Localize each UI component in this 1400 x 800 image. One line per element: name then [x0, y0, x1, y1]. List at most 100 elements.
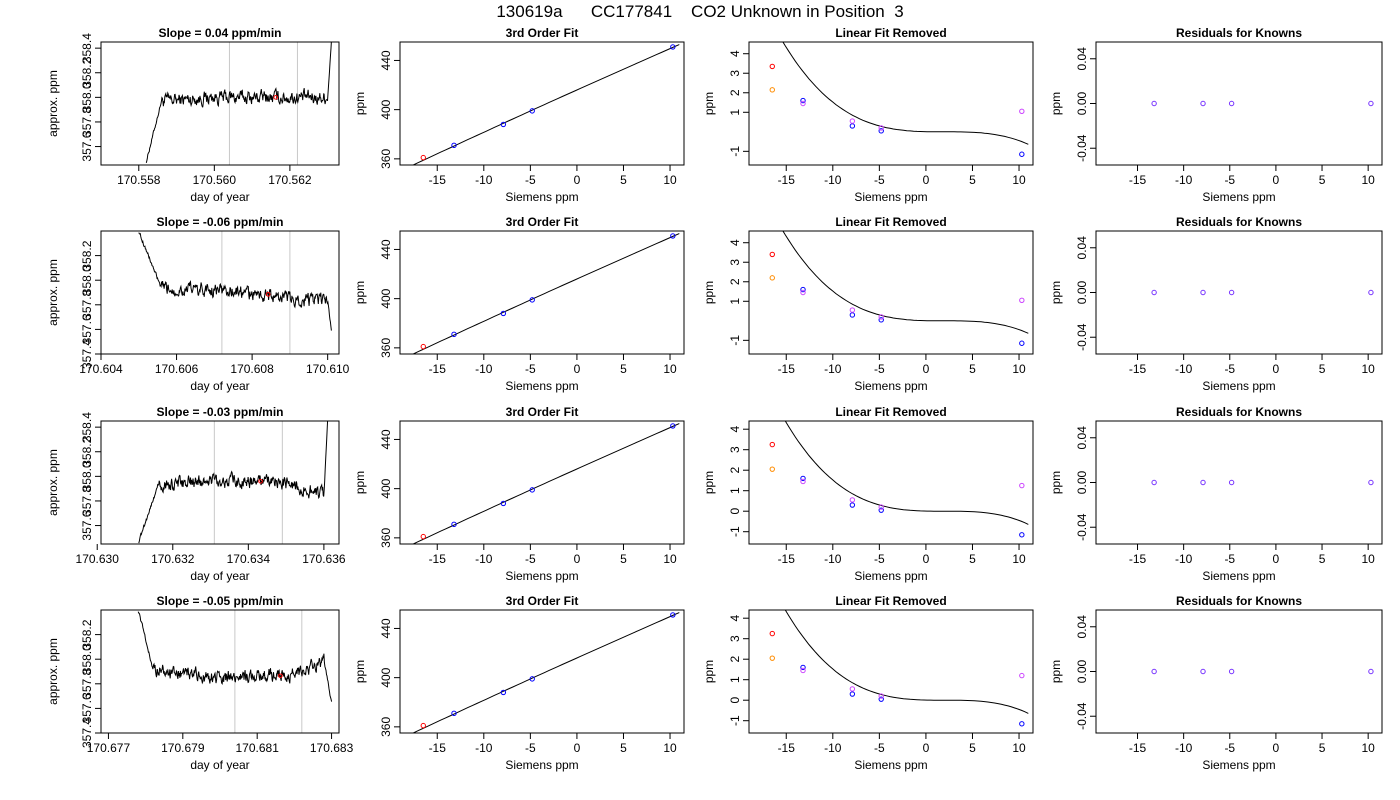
plot-frame: [1095, 41, 1383, 166]
plot-frame: [1095, 230, 1383, 355]
data-point: [849, 307, 856, 313]
y-tick-label: 3: [728, 259, 742, 266]
data-point: [500, 689, 507, 696]
y-tick-label: -0.04: [1075, 323, 1089, 351]
data-point: [420, 533, 426, 540]
y-tick-label: 0: [728, 508, 742, 515]
y-tick-label: 2: [728, 278, 742, 285]
panel-1-3: Linear Fit Removed -15 -10 -5 0 5 10 -1 1 2 3 4 Siem…: [702, 26, 1034, 204]
x-tick-label: 0: [923, 741, 930, 755]
plot-area: [411, 612, 680, 733]
data-point: [769, 655, 775, 661]
data-point: [1151, 100, 1157, 107]
data-point: [670, 423, 676, 429]
y-axis-label: ppm: [702, 471, 716, 494]
plot-frame: [100, 41, 340, 166]
panel-title: Residuals for Knowns: [1176, 594, 1302, 608]
data-point: [670, 612, 676, 618]
x-tick-label: -10: [1175, 173, 1193, 187]
x-tick-label: 170.632: [151, 552, 195, 566]
data-point: [529, 297, 535, 303]
y-tick-label: 1: [728, 298, 742, 305]
data-trace: [138, 232, 332, 331]
x-tick-label: -10: [1175, 741, 1193, 755]
y-axis-label: ppm: [353, 471, 367, 494]
y-tick-label: 0.04: [1075, 47, 1089, 71]
data-point: [878, 696, 884, 702]
x-tick-label: 0: [574, 362, 581, 376]
x-tick-label: 170.558: [117, 173, 161, 187]
x-tick-label: -15: [778, 552, 796, 566]
y-axis-label: ppm: [1049, 471, 1063, 494]
x-axis-label: Siemens ppm: [505, 758, 578, 772]
y-axis-label: ppm: [353, 281, 367, 304]
x-tick-label: 10: [1012, 552, 1026, 566]
y-tick-label: 357.6: [80, 693, 94, 723]
y-tick-label: 358.2: [80, 240, 94, 270]
y-tick-label: 2: [728, 467, 742, 474]
data-point: [1228, 289, 1235, 296]
x-tick-label: 170.560: [193, 173, 237, 187]
y-tick-label: 0.04: [1075, 615, 1089, 639]
plot-area: [138, 231, 332, 354]
x-tick-label: 0: [574, 173, 581, 187]
plot-area: [1151, 479, 1374, 486]
data-point: [1200, 668, 1206, 675]
y-tick-label: 0.04: [1075, 236, 1089, 260]
y-tick-label: 1: [728, 109, 742, 116]
y-axis-label: ppm: [1049, 281, 1063, 304]
data-point: [420, 722, 426, 729]
x-tick-label: 0: [923, 552, 930, 566]
y-tick-label: 358.2: [80, 57, 94, 87]
y-tick-label: 0.04: [1075, 426, 1089, 450]
y-tick-label: 0: [728, 697, 742, 704]
panel-1-4: Residuals for Knowns -15 -10 -5 0 5 10 -0.04 0.0…: [1049, 26, 1383, 204]
x-tick-label: -5: [525, 173, 536, 187]
plot-area: [145, 42, 332, 165]
x-tick-label: 170.677: [87, 741, 131, 755]
y-axis-label: approx. ppm: [46, 638, 60, 705]
y-tick-label: 360: [379, 338, 393, 358]
fit-curve: [411, 612, 680, 733]
x-tick-label: 170.604: [79, 362, 123, 376]
x-tick-label: 0: [574, 552, 581, 566]
data-point: [1019, 297, 1025, 304]
data-point: [769, 275, 775, 281]
y-axis-label: ppm: [1049, 92, 1063, 115]
data-point: [1200, 289, 1206, 296]
y-axis-label: approx. ppm: [46, 259, 60, 326]
x-tick-label: 0: [923, 173, 930, 187]
data-point: [1228, 100, 1235, 107]
y-axis-label: ppm: [353, 92, 367, 115]
mean-marker: [265, 292, 271, 297]
x-tick-label: -5: [525, 552, 536, 566]
y-axis-label: approx. ppm: [46, 70, 60, 137]
y-tick-label: 360: [379, 149, 393, 169]
data-point: [1228, 479, 1235, 486]
y-tick-label: 0.00: [1075, 280, 1089, 304]
panel-title: Linear Fit Removed: [835, 594, 946, 608]
y-tick-label: 1: [728, 487, 742, 494]
mean-marker: [273, 95, 278, 100]
x-tick-label: -5: [874, 741, 885, 755]
x-tick-label: 10: [663, 552, 677, 566]
data-point: [800, 97, 806, 104]
x-tick-label: 0: [1273, 552, 1280, 566]
y-tick-label: 3: [728, 635, 742, 642]
panel-title: Slope = 0.04 ppm/min: [158, 26, 281, 40]
x-tick-label: 5: [1319, 741, 1326, 755]
x-tick-label: 5: [969, 362, 976, 376]
panel-2-1: Slope = -0.06 ppm/min 170.604 170.606 170.6…: [46, 215, 350, 393]
plot-area: [1151, 668, 1374, 675]
data-point: [451, 710, 457, 717]
plot-area: [411, 44, 680, 165]
panel-title: Slope = -0.03 ppm/min: [156, 405, 283, 419]
x-tick-label: -15: [1129, 741, 1147, 755]
plot-frame: [100, 230, 340, 355]
data-point: [800, 289, 806, 296]
x-tick-label: 10: [1012, 741, 1026, 755]
data-point: [800, 664, 806, 671]
x-tick-label: 10: [1361, 173, 1375, 187]
x-tick-label: 10: [663, 173, 677, 187]
y-tick-label: 400: [379, 667, 393, 687]
